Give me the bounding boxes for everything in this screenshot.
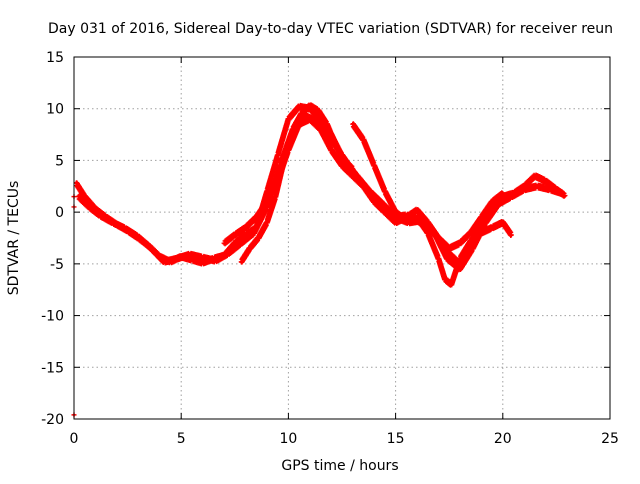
y-axis-title: SDTVAR / TECUs (6, 181, 22, 296)
y-tick-label: -10 (41, 309, 64, 325)
data-point (508, 232, 514, 238)
x-tick-label: 5 (177, 431, 186, 447)
x-axis-title: GPS time / hours (281, 458, 398, 474)
y-tick-labels: -20 -15 -10 -5 0 5 10 15 (41, 50, 64, 428)
y-tick-label: 5 (55, 153, 64, 169)
data-points (71, 102, 568, 418)
data-point (560, 191, 566, 197)
data-point-trace (254, 238, 260, 244)
plot-frame (73, 56, 611, 420)
data-point-trace (236, 243, 242, 249)
y-tick-label: -15 (41, 360, 64, 376)
x-tick-label: 20 (494, 431, 512, 447)
y-tick-label: 10 (46, 102, 64, 118)
x-tick-labels: 0 5 10 15 20 25 (70, 431, 619, 447)
x-tick-label: 25 (601, 431, 619, 447)
y-tick-label: 15 (46, 50, 64, 66)
x-tick-label: 15 (387, 431, 405, 447)
y-tick-label: -20 (41, 412, 64, 428)
grid-lines (74, 57, 610, 419)
data-point-trace (466, 233, 472, 239)
x-tick-label: 0 (70, 431, 79, 447)
y-tick-label: 0 (55, 205, 64, 221)
y-tick-label: -5 (50, 257, 64, 273)
axis-ticks (73, 56, 611, 420)
data-point (500, 191, 506, 197)
data-point-trace (249, 233, 255, 239)
data-point-trace (295, 107, 301, 113)
data-point (350, 166, 356, 172)
x-tick-label: 10 (279, 431, 297, 447)
chart-title: Day 031 of 2016, Sidereal Day-to-day VTE… (48, 21, 613, 37)
data-point-trace (251, 218, 257, 224)
